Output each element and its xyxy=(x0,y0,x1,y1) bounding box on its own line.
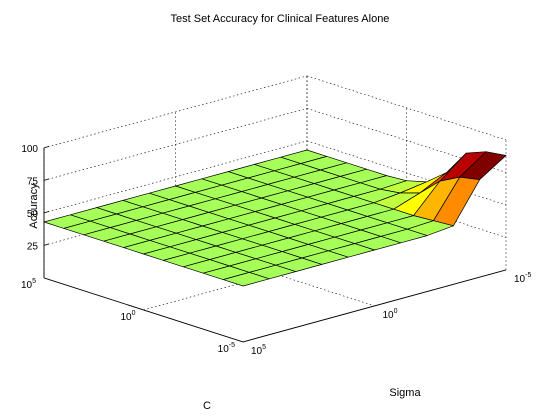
z-tick-mark xyxy=(43,243,50,246)
grid-line xyxy=(43,75,308,149)
axis-line xyxy=(43,277,244,343)
y-axis-label: Sigma xyxy=(389,387,421,399)
z-tick-mark xyxy=(43,211,50,214)
c-tick-label: 100 xyxy=(120,310,135,323)
z-tick-mark xyxy=(43,178,50,181)
chart-title: Test Set Accuracy for Clinical Features … xyxy=(171,13,390,25)
sigma-tick-label: 10-5 xyxy=(514,272,531,285)
sigma-tick-label: 105 xyxy=(251,344,266,357)
z-tick-label: 75 xyxy=(27,176,39,187)
c-tick-label: 10-5 xyxy=(218,342,235,355)
grid-line xyxy=(306,75,507,141)
z-tick-label: 50 xyxy=(27,209,39,220)
c-tick-label: 105 xyxy=(21,278,36,291)
x-axis-label: C xyxy=(203,400,211,412)
z-tick-mark xyxy=(43,146,50,149)
surface xyxy=(43,149,507,287)
axis-line xyxy=(242,269,507,343)
surface-patch xyxy=(222,272,270,287)
z-tick-label: 25 xyxy=(27,241,39,252)
tick-labels: 25 50 75 100 105 100 10-5 105 100 10-5 xyxy=(21,144,531,357)
z-axis-label: Accuracy xyxy=(28,183,40,229)
z-tick-label: 100 xyxy=(21,144,38,155)
sigma-tick-label: 100 xyxy=(383,308,398,321)
